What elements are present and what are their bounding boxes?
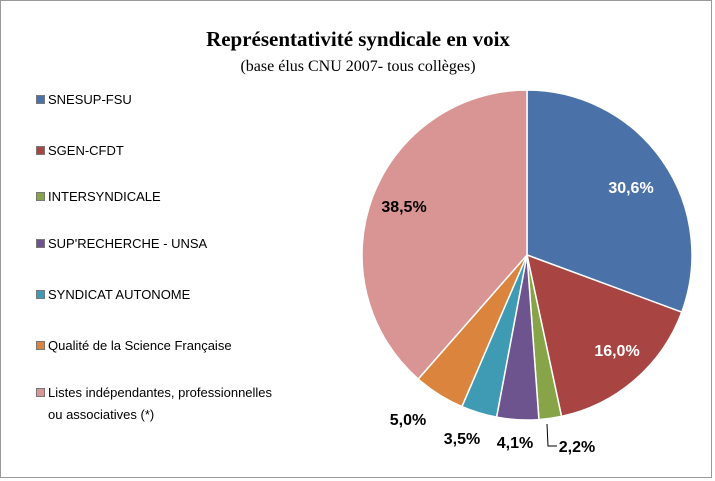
legend-swatch [36, 239, 45, 248]
legend-item: SUP'RECHERCHE - UNSA [36, 233, 280, 255]
legend-item: SNESUP-FSU [36, 89, 280, 111]
legend-swatch [36, 192, 45, 201]
legend-label: SGEN-CFDT [48, 143, 124, 158]
legend-item: SGEN-CFDT [36, 140, 280, 162]
legend-item: Qualité de la Science Française [36, 335, 280, 357]
data-label: 38,5% [381, 199, 426, 216]
legend-swatch [36, 388, 45, 397]
legend-label: SNESUP-FSU [48, 92, 132, 107]
data-label: 3,5% [444, 431, 480, 448]
data-label: 16,0% [594, 343, 639, 360]
legend-label: Listes indépendantes, professionnelles o… [48, 385, 273, 422]
legend-label: SYNDICAT AUTONOME [48, 287, 191, 302]
legend-label: INTERSYNDICALE [48, 189, 161, 204]
legend-swatch [36, 341, 45, 350]
data-label: 4,1% [497, 435, 533, 452]
legend-item: SYNDICAT AUTONOME [36, 284, 280, 306]
pie-slice [525, 253, 683, 418]
legend-item: INTERSYNDICALE [36, 186, 280, 208]
legend-swatch [36, 290, 45, 299]
data-label: 30,6% [608, 180, 653, 197]
chart-title: Représentativité syndicale en voix [206, 27, 510, 51]
legend-label: Qualité de la Science Française [48, 338, 232, 353]
legend-label: SUP'RECHERCHE - UNSA [48, 236, 208, 251]
leader-line [546, 423, 557, 447]
data-label: 2,2% [559, 439, 595, 456]
legend-swatch [36, 146, 45, 155]
data-label: 5,0% [390, 412, 426, 429]
pie-slice [361, 89, 528, 381]
legend-item: Listes indépendantes, professionnelles o… [36, 382, 280, 426]
chart-subtitle: (base élus CNU 2007- tous collèges) [240, 58, 475, 75]
pie-slice [526, 89, 693, 314]
legend-swatch [36, 95, 45, 104]
